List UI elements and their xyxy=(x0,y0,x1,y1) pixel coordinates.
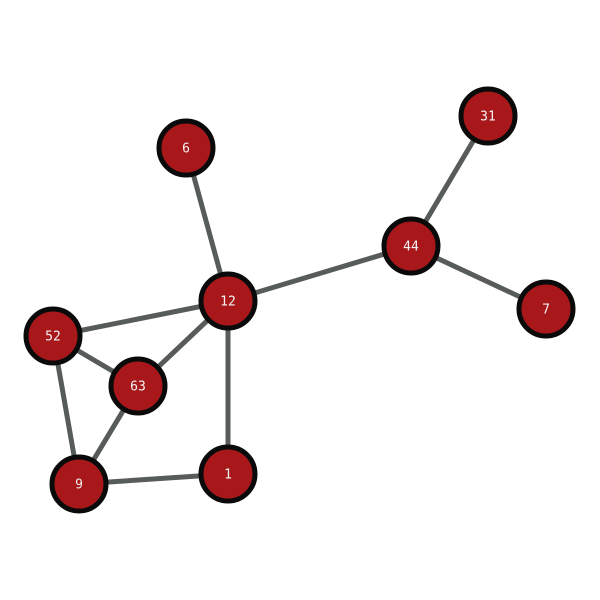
node-circle-44 xyxy=(381,216,441,276)
node-52: 52 xyxy=(23,306,83,366)
node-circle-7 xyxy=(516,279,576,339)
node-circle-63 xyxy=(108,356,168,416)
node-label-63: 63 xyxy=(130,380,146,395)
edge-12-44 xyxy=(225,243,414,304)
node-label-52: 52 xyxy=(45,330,61,345)
node-circle-6 xyxy=(156,118,216,178)
node-31: 31 xyxy=(458,86,518,146)
node-circle-9 xyxy=(49,454,109,514)
node-12: 12 xyxy=(198,271,258,331)
node-label-31: 31 xyxy=(480,110,496,125)
node-label-44: 44 xyxy=(403,240,419,255)
edge-12-52 xyxy=(50,298,231,339)
node-label-7: 7 xyxy=(542,303,550,318)
node-44: 44 xyxy=(381,216,441,276)
node-label-9: 9 xyxy=(75,478,83,493)
node-1: 1 xyxy=(198,444,258,504)
node-label-6: 6 xyxy=(182,142,190,157)
node-circle-12 xyxy=(198,271,258,331)
node-label-12: 12 xyxy=(220,295,236,310)
node-circle-1 xyxy=(198,444,258,504)
node-6: 6 xyxy=(156,118,216,178)
node-63: 63 xyxy=(108,356,168,416)
node-label-1: 1 xyxy=(224,468,232,483)
edges-layer xyxy=(50,113,549,487)
node-7: 7 xyxy=(516,279,576,339)
node-circle-31 xyxy=(458,86,518,146)
node-circle-52 xyxy=(23,306,83,366)
node-9: 9 xyxy=(49,454,109,514)
